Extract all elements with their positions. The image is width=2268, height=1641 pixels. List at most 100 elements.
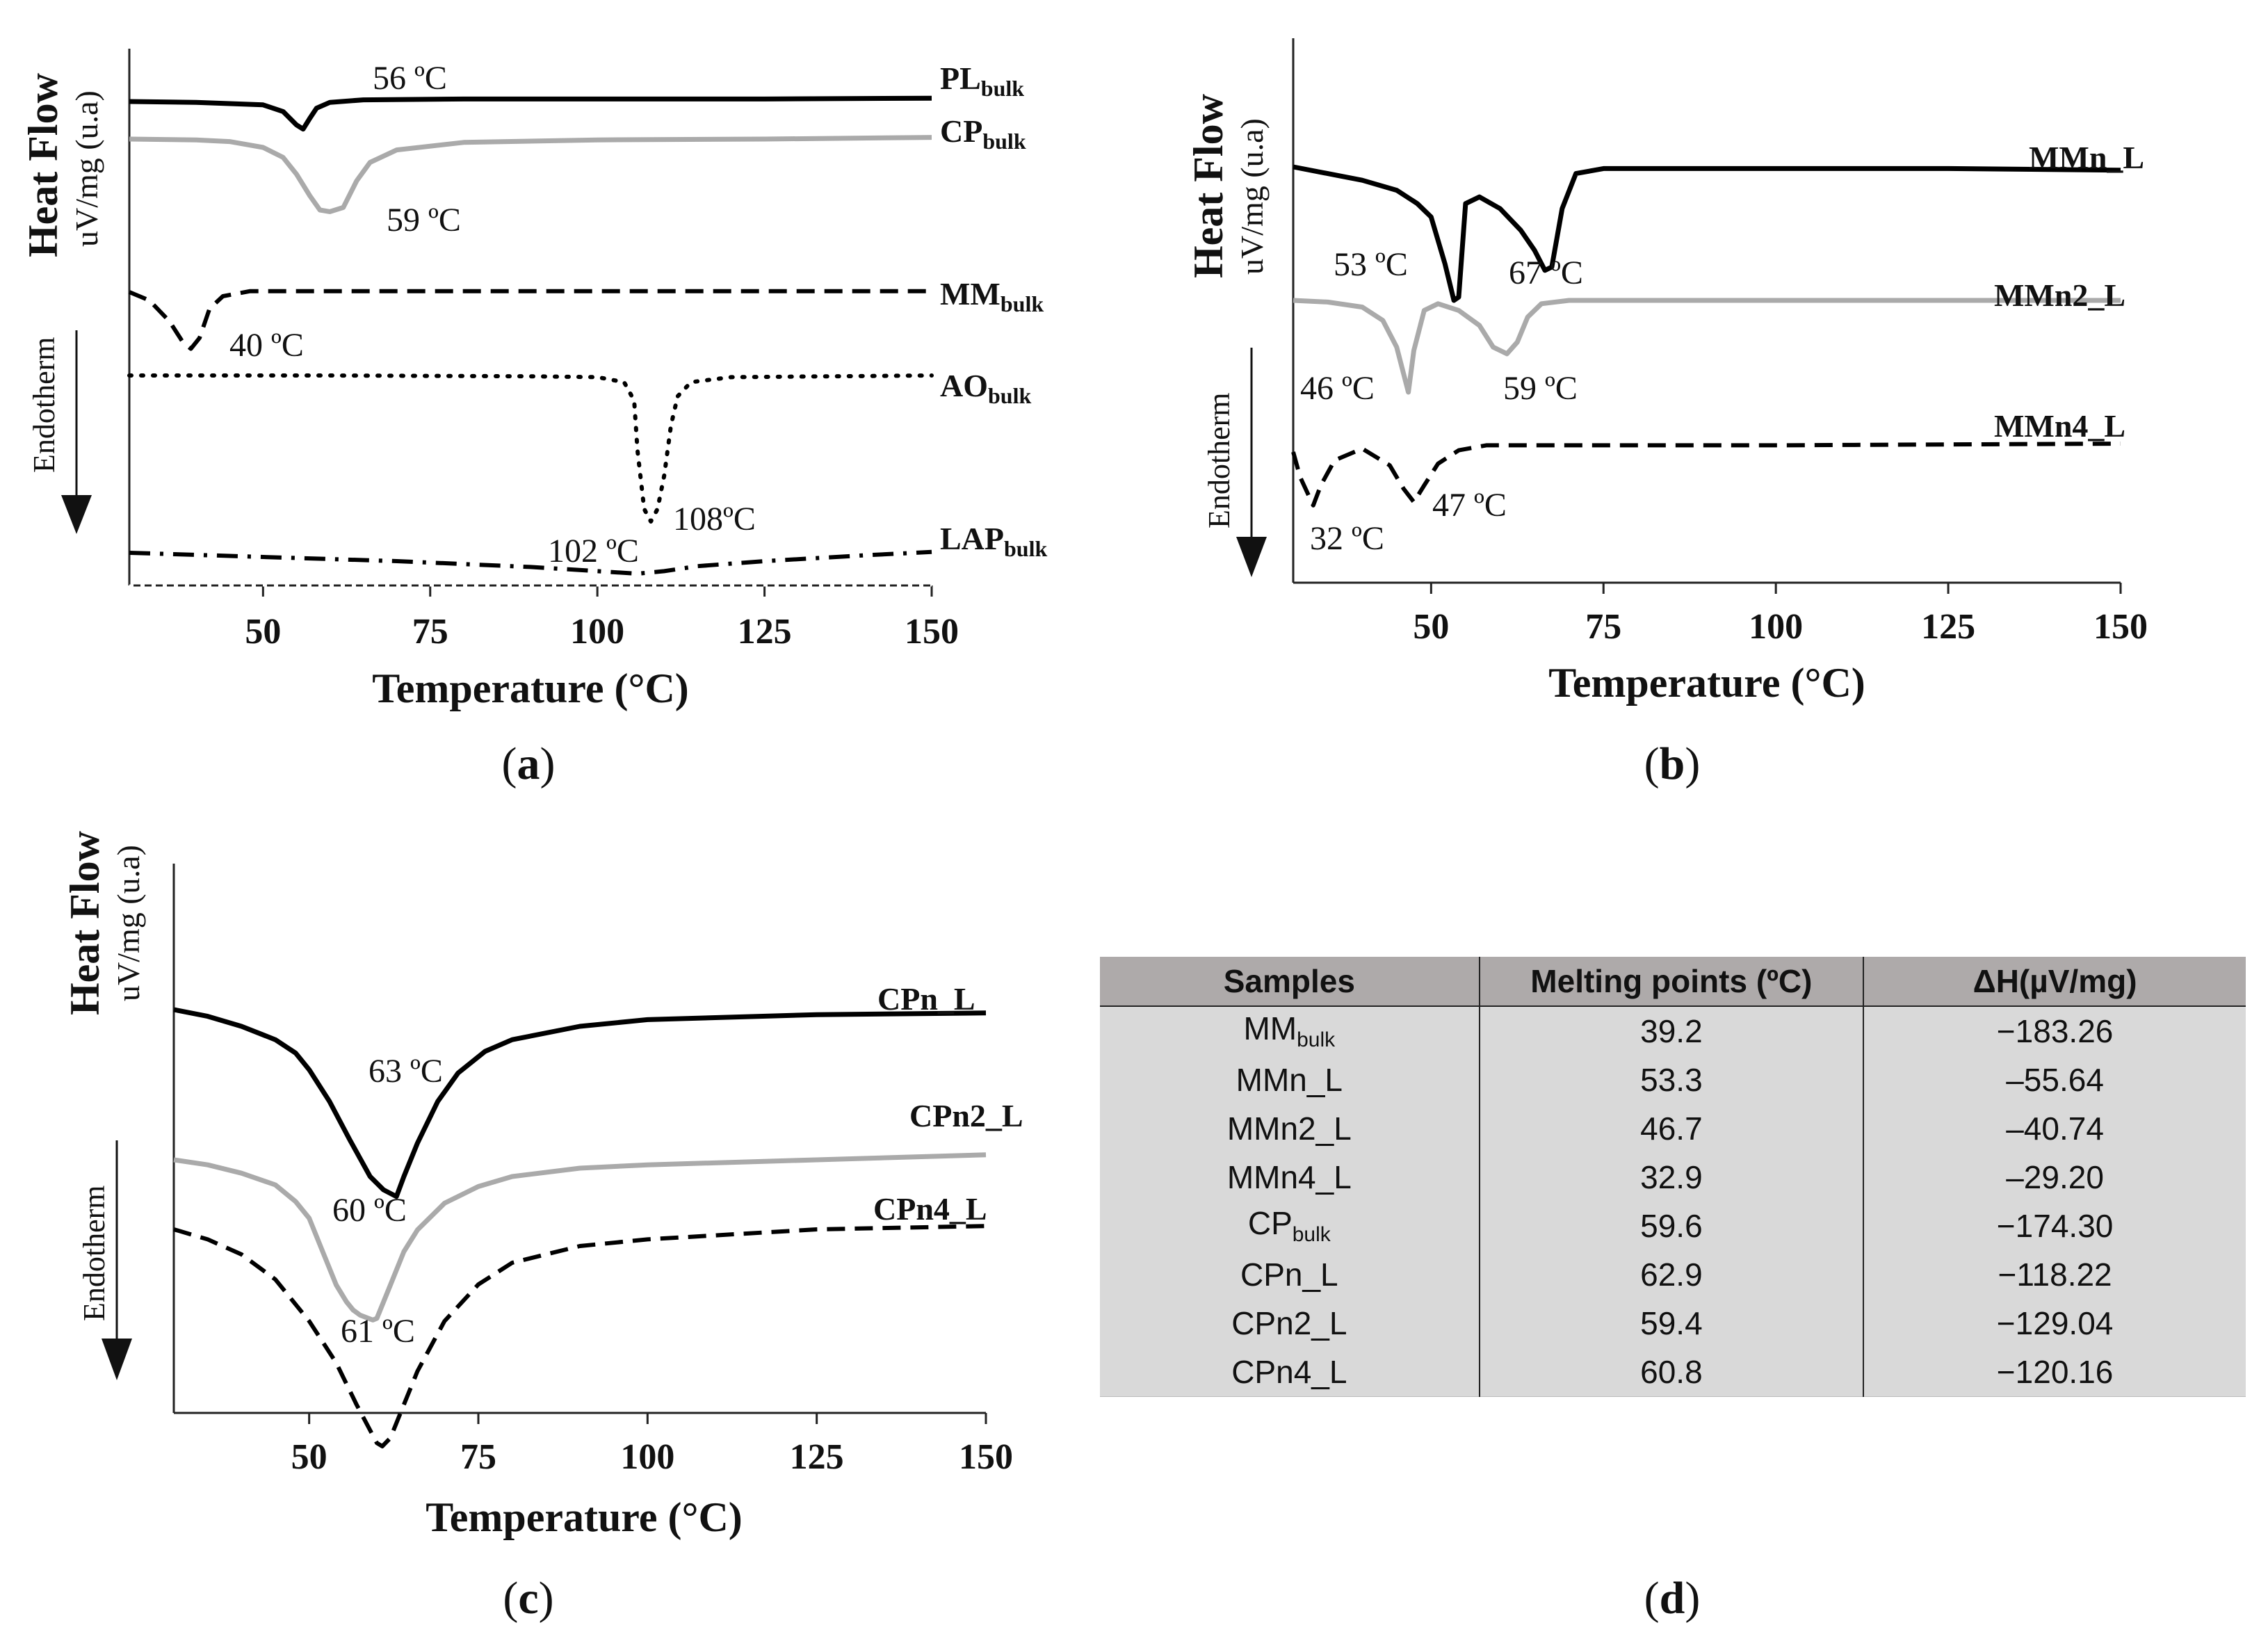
cell-melting-point: 46.7 xyxy=(1478,1104,1864,1153)
cell-melting-point: 62.9 xyxy=(1478,1250,1864,1299)
panel-a-label: (a) xyxy=(502,738,556,789)
panel-c-xtick-label: 50 xyxy=(291,1437,327,1477)
cell-melting-point: 39.2 xyxy=(1478,1006,1864,1056)
col-header-delta-h: ΔH(µV/mg) xyxy=(1863,957,2246,1007)
col-header-samples: Samples xyxy=(1100,957,1480,1007)
panel-d-table-container: Samples Melting points (ºC) ΔH(µV/mg) MM… xyxy=(1100,957,2246,1397)
cell-sample: MMn_L xyxy=(1100,1056,1480,1104)
panel-c-xtick-label: 75 xyxy=(460,1437,496,1477)
cell-sample: CPbulk xyxy=(1100,1202,1480,1250)
panel-b-series-label-mmn4: MMn4_L xyxy=(1994,408,2125,444)
cell-melting-point: 59.6 xyxy=(1478,1202,1864,1250)
cell-delta-h: −120.16 xyxy=(1863,1348,2246,1397)
panel-a-xtick-label: 75 xyxy=(412,612,448,652)
panel-a-series-label-pl: PLbulk xyxy=(940,60,1024,101)
panel-c-series-cpn2-l xyxy=(173,1152,987,1323)
panel-b-xtick-label: 100 xyxy=(1749,607,1803,647)
panel-c-label: (c) xyxy=(503,1573,553,1624)
panel-a-chart: Heat Flow uV/mg (u.a) Endotherm 50 75 100 1… xyxy=(20,49,1047,789)
panel-a-series-pl-bulk xyxy=(129,95,932,132)
panel-c-chart: Heat Flow uV/mg (u.a) Endotherm 50 75 100 1… xyxy=(62,830,1023,1624)
panel-d-label: (d) xyxy=(1644,1573,1701,1624)
panel-b-xtick-label: 125 xyxy=(1921,607,1975,647)
panel-b-annotation-32: 32 ºC xyxy=(1310,520,1384,557)
panel-a-yunit: uV/mg (u.a) xyxy=(69,90,104,247)
panel-b-chart: Heat Flow uV/mg (u.a) Endotherm 50 75 100 1… xyxy=(1185,38,2148,789)
panel-b-series-mmn-l xyxy=(1293,164,2121,303)
panel-a-xlabel: Temperature (°C) xyxy=(372,665,689,711)
panel-b-xlabel: Temperature (°C) xyxy=(1548,660,1865,706)
panel-a-series-label-ao: AObulk xyxy=(940,368,1031,408)
cell-sample: MMn4_L xyxy=(1100,1153,1480,1202)
panel-c-series-label-cpn4: CPn4_L xyxy=(873,1191,987,1227)
panel-a-xtick-label: 50 xyxy=(245,612,281,652)
panel-b-ylabel: Heat Flow xyxy=(1185,93,1231,278)
panel-c-annotation-63: 63 ºC xyxy=(368,1053,443,1090)
panel-a-endotherm-arrow-head xyxy=(61,495,92,534)
panel-a-xtick-label: 150 xyxy=(905,612,959,652)
cell-sample: CPn_L xyxy=(1100,1250,1480,1299)
cell-sample-subscript: bulk xyxy=(1297,1028,1336,1052)
panel-b-xtick-label: 75 xyxy=(1585,607,1621,647)
panel-b-endotherm-label: Endotherm xyxy=(1202,392,1236,528)
cell-sample: MMn2_L xyxy=(1100,1104,1480,1153)
cell-delta-h: −174.30 xyxy=(1863,1202,2246,1250)
cell-sample: CPn2_L xyxy=(1100,1299,1480,1348)
panel-a-annotation-102: 102 ºC xyxy=(548,533,639,569)
panel-a-annotation-56: 56 ºC xyxy=(373,60,447,97)
cell-delta-h: –55.64 xyxy=(1863,1056,2246,1104)
cell-sample-subscript: bulk xyxy=(1292,1223,1331,1247)
panel-a-series-label-mm: MMbulk xyxy=(940,276,1044,316)
panel-a-xtick-label: 100 xyxy=(570,612,624,652)
panel-a-ylabel: Heat Flow xyxy=(20,72,66,257)
panel-c-yunit: uV/mg (u.a) xyxy=(111,845,146,1001)
panel-b-series-mmn4-l xyxy=(1291,442,2121,508)
panel-b-series-mmn2-l xyxy=(1293,298,2121,395)
panel-c-endotherm-label: Endotherm xyxy=(77,1185,111,1321)
panel-b-annotation-67: 67 ºC xyxy=(1509,254,1583,291)
table-row: MMn2_L 46.7 –40.74 xyxy=(1100,1104,2246,1153)
cell-melting-point: 53.3 xyxy=(1478,1056,1864,1104)
panel-b-annotation-53: 53 ºC xyxy=(1334,246,1408,283)
panel-a-series-label-cp: CPbulk xyxy=(940,113,1026,154)
panel-a-series-label-lap: LAPbulk xyxy=(940,521,1047,561)
panel-b-endotherm-arrow-head xyxy=(1236,537,1267,577)
melting-points-table: Samples Melting points (ºC) ΔH(µV/mg) MM… xyxy=(1100,957,2246,1397)
panel-b-series-label-mmn: MMn_L xyxy=(2029,140,2144,175)
panel-a-series-mm-bulk xyxy=(128,289,932,351)
panel-a-annotation-40: 40 ºC xyxy=(229,327,304,364)
panel-c-endotherm-arrow-head xyxy=(102,1339,132,1380)
panel-c-annotation-61: 61 ºC xyxy=(341,1313,415,1350)
cell-sample: MMbulk xyxy=(1100,1006,1480,1056)
cell-melting-point: 32.9 xyxy=(1478,1153,1864,1202)
panel-c-xtick-label: 125 xyxy=(790,1437,844,1477)
cell-melting-point: 59.4 xyxy=(1478,1299,1864,1348)
panel-b-yunit: uV/mg (u.a) xyxy=(1234,118,1270,275)
table-row: MMn4_L 32.9 –29.20 xyxy=(1100,1153,2246,1202)
panel-a-series-cp-bulk xyxy=(129,135,932,214)
panel-b-xtick-label: 50 xyxy=(1413,607,1449,647)
panel-a-annotation-108: 108ºC xyxy=(673,501,756,537)
panel-a-xtick-label: 125 xyxy=(738,612,792,652)
panel-c-annotation-60: 60 ºC xyxy=(332,1192,407,1229)
panel-c-series-cpn-l xyxy=(173,1007,987,1199)
panel-a-endotherm-label: Endotherm xyxy=(27,337,61,473)
table-row: CPbulk 59.6 −174.30 xyxy=(1100,1202,2246,1250)
panel-b-annotation-47: 47 ºC xyxy=(1432,487,1507,524)
panel-c-series-cpn4-l xyxy=(173,1224,987,1448)
cell-sample: CPn4_L xyxy=(1100,1348,1480,1397)
table-row: MMbulk 39.2 −183.26 xyxy=(1100,1006,2246,1056)
panel-c-series-label-cpn: CPn_L xyxy=(877,981,975,1017)
panel-a-series-ao-bulk xyxy=(127,373,934,524)
cell-melting-point: 60.8 xyxy=(1478,1348,1864,1397)
panel-b-xtick-label: 150 xyxy=(2093,607,2148,647)
panel-c-xtick-label: 100 xyxy=(620,1437,674,1477)
panel-b-series-label-mmn2: MMn2_L xyxy=(1994,277,2125,313)
cell-delta-h: –29.20 xyxy=(1863,1153,2246,1202)
table-row: CPn2_L 59.4 −129.04 xyxy=(1100,1299,2246,1348)
table-header-row: Samples Melting points (ºC) ΔH(µV/mg) xyxy=(1100,957,2246,1007)
cell-delta-h: −118.22 xyxy=(1863,1250,2246,1299)
panel-b-annotation-59: 59 ºC xyxy=(1503,370,1578,407)
panel-b-annotation-46: 46 ºC xyxy=(1300,370,1375,407)
